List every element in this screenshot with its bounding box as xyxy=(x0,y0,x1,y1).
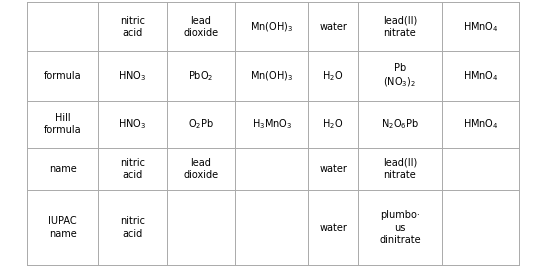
Text: PbO$_2$: PbO$_2$ xyxy=(188,69,213,83)
Text: lead(II)
nitrate: lead(II) nitrate xyxy=(383,15,417,38)
Text: N$_2$O$_6$Pb: N$_2$O$_6$Pb xyxy=(381,117,419,131)
Text: H$_2$O: H$_2$O xyxy=(323,117,343,131)
Text: Mn(OH)$_3$: Mn(OH)$_3$ xyxy=(250,20,293,33)
Text: H$_2$O: H$_2$O xyxy=(323,69,343,83)
Text: O$_2$Pb: O$_2$Pb xyxy=(188,117,213,131)
Text: nitric
acid: nitric acid xyxy=(120,15,145,38)
Text: water: water xyxy=(319,164,347,174)
Text: water: water xyxy=(319,223,347,233)
Text: nitric
acid: nitric acid xyxy=(120,158,145,180)
Text: H$_3$MnO$_3$: H$_3$MnO$_3$ xyxy=(252,117,292,131)
Text: lead
dioxide: lead dioxide xyxy=(183,158,218,180)
Text: HMnO$_4$: HMnO$_4$ xyxy=(462,20,498,34)
Text: lead(II)
nitrate: lead(II) nitrate xyxy=(383,158,417,180)
Text: HNO$_3$: HNO$_3$ xyxy=(118,69,146,83)
Text: Pb
(NO$_3$)$_2$: Pb (NO$_3$)$_2$ xyxy=(383,63,417,89)
Text: plumbo·
us
dinitrate: plumbo· us dinitrate xyxy=(379,210,421,245)
Text: IUPAC
name: IUPAC name xyxy=(49,217,77,239)
Text: water: water xyxy=(319,22,347,32)
Text: formula: formula xyxy=(44,71,81,81)
Text: HMnO$_4$: HMnO$_4$ xyxy=(462,117,498,131)
Text: HNO$_3$: HNO$_3$ xyxy=(118,117,146,131)
Text: Hill
formula: Hill formula xyxy=(44,113,81,135)
Text: lead
dioxide: lead dioxide xyxy=(183,15,218,38)
Text: Mn(OH)$_3$: Mn(OH)$_3$ xyxy=(250,69,293,83)
Text: HMnO$_4$: HMnO$_4$ xyxy=(462,69,498,83)
Text: nitric
acid: nitric acid xyxy=(120,217,145,239)
Text: name: name xyxy=(49,164,76,174)
